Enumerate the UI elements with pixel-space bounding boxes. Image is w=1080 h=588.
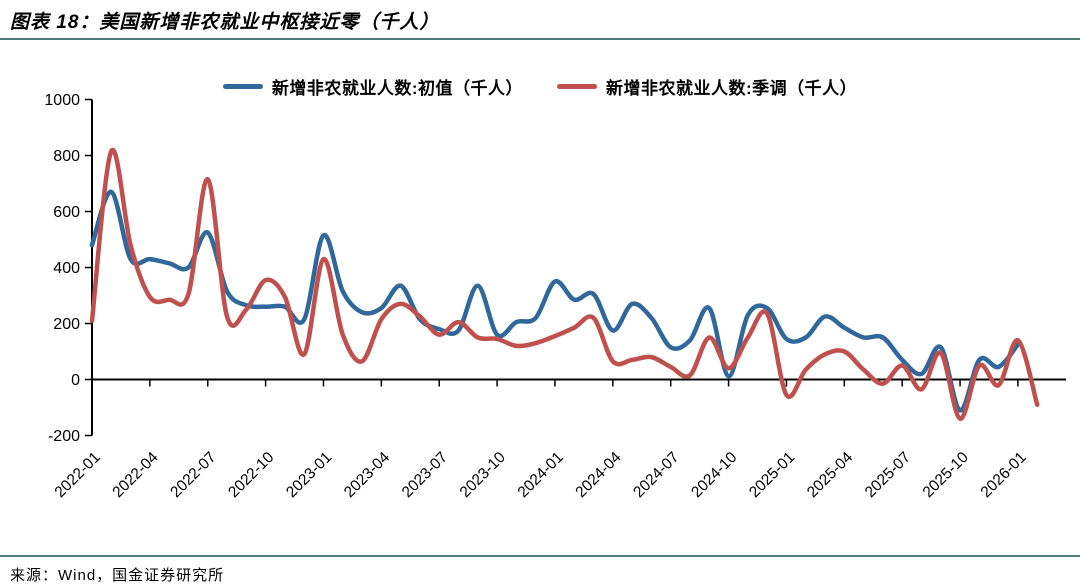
x-tick-label: 2022-10 <box>225 449 278 502</box>
y-tick-label: 200 <box>53 316 80 333</box>
series-line-seasonally-adjusted <box>89 147 1040 421</box>
x-tick-label: 2022-01 <box>52 449 104 501</box>
series-line-initial-value <box>89 189 1021 413</box>
legend-swatch-red <box>557 84 597 89</box>
footer-divider <box>0 555 1080 557</box>
legend-item-initial-value: 新增非农就业人数:初值（千人） <box>222 74 523 99</box>
legend-swatch-blue <box>222 84 263 89</box>
y-tick-label: -200 <box>48 428 80 445</box>
x-tick-label: 2024-07 <box>630 449 682 501</box>
x-tick-label: 2025-04 <box>804 449 857 502</box>
legend-label-initial-value: 新增非农就业人数:初值（千人） <box>271 79 523 98</box>
y-tick-label: 800 <box>53 148 80 165</box>
figure-title: 图表 18：美国新增非农就业中枢接近零（千人） <box>10 12 440 33</box>
chart-legend: 新增非农就业人数:初值（千人） 新增非农就业人数:季调（千人） <box>0 74 1080 99</box>
source-note: 来源：Wind，国金证券研究所 <box>10 567 225 584</box>
title-divider <box>0 38 1080 40</box>
y-tick-label: 400 <box>53 260 80 277</box>
x-tick-label: 2022-04 <box>109 449 162 502</box>
x-tick-label: 2026-01 <box>977 449 1029 501</box>
x-tick-label: 2025-01 <box>746 449 798 501</box>
x-tick-label: 2023-07 <box>399 449 451 501</box>
x-tick-label: 2024-01 <box>515 449 567 501</box>
x-tick-label: 2024-04 <box>572 449 625 502</box>
y-tick-label: 600 <box>53 204 80 221</box>
x-tick-label: 2023-01 <box>283 449 335 501</box>
x-tick-label: 2023-10 <box>457 449 510 502</box>
x-tick-label: 2023-04 <box>341 449 394 502</box>
x-tick-label: 2024-10 <box>688 449 741 502</box>
y-tick-label: 0 <box>71 372 80 389</box>
y-tick-label: 1000 <box>44 92 80 109</box>
x-tick-label: 2025-10 <box>920 449 973 502</box>
x-tick-label: 2025-07 <box>862 449 914 501</box>
legend-item-seasonally-adjusted: 新增非农就业人数:季调（千人） <box>557 74 857 99</box>
x-tick-label: 2022-07 <box>167 449 219 501</box>
legend-label-seasonally-adjusted: 新增非农就业人数:季调（千人） <box>606 79 858 98</box>
